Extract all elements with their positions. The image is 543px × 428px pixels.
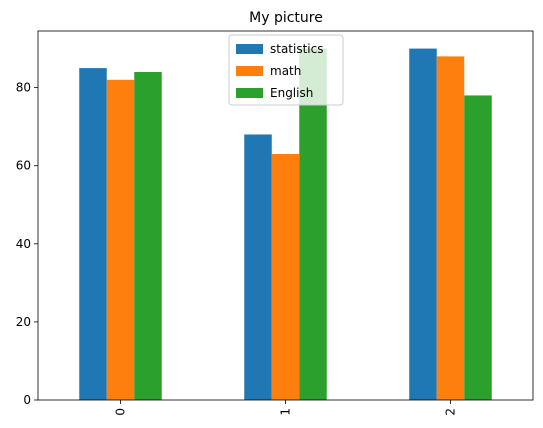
bar-math-2 [436, 56, 465, 400]
chart-title: My picture [249, 10, 323, 26]
bar-statistics-2 [409, 48, 437, 400]
x-tick-label: 2 [444, 408, 458, 416]
y-tick-label: 60 [16, 159, 31, 173]
x-tick-label: 1 [279, 408, 293, 416]
y-tick-label: 0 [23, 393, 31, 407]
legend-swatch-english [236, 88, 263, 98]
legend-swatch-statistics [236, 44, 263, 54]
legend: statistics math English [228, 34, 344, 106]
bar-english-0 [134, 72, 162, 400]
axes-group: 0 20 40 60 80 0 1 2 [16, 30, 534, 416]
bar-math-0 [106, 79, 135, 401]
y-tick-label: 40 [16, 237, 31, 251]
x-tick-label: 0 [114, 408, 128, 416]
legend-label-english: English [270, 86, 313, 100]
y-tick-label: 20 [16, 315, 31, 329]
bar-statistics-0 [79, 68, 107, 400]
bars-group [79, 48, 492, 401]
legend-label-math: math [270, 64, 301, 78]
bar-english-2 [464, 95, 492, 400]
y-tick-label: 80 [16, 81, 31, 95]
bar-math-1 [271, 154, 300, 400]
bar-english-1 [299, 48, 327, 400]
bar-statistics-1 [244, 134, 272, 400]
legend-swatch-math [236, 66, 263, 76]
legend-label-statistics: statistics [270, 42, 324, 56]
